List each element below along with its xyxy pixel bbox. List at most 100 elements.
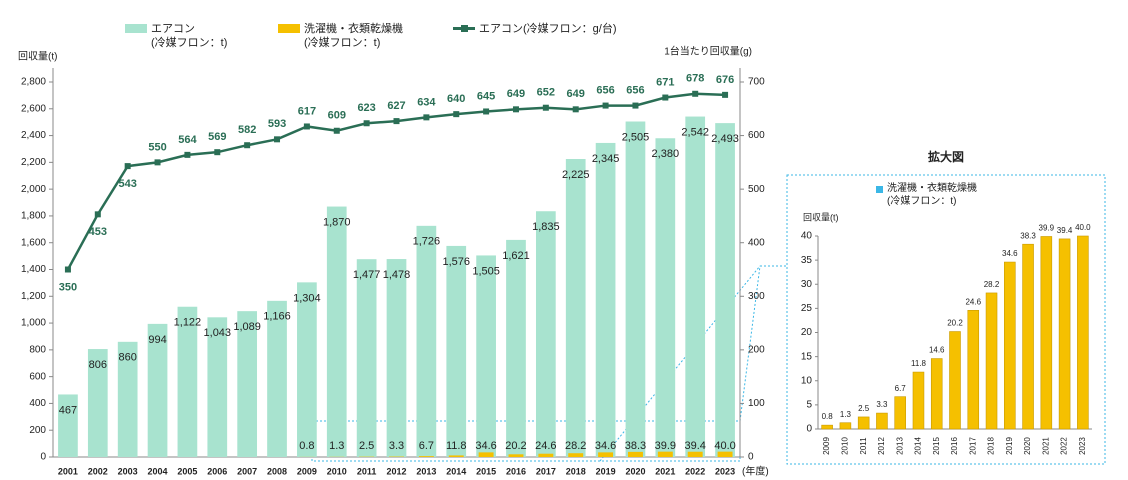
data-label: 617 [298,105,316,117]
data-label: 1,043 [204,327,232,339]
bar [717,451,733,457]
data-label: 2.5 [359,440,374,452]
x-tick-label: 2016 [506,466,526,476]
data-label: 34.6 [595,440,616,452]
x-tick-label: 2012 [386,466,406,476]
data-label: 1.3 [329,440,344,452]
data-label: 453 [89,226,107,238]
line-marker [94,211,101,218]
x-tick-label: 2009 [822,437,831,455]
line-marker [722,91,729,98]
y-tick-label: 5 [806,400,812,411]
data-label: 0.8 [822,412,834,421]
bar [58,394,78,457]
x-tick-label: 2023 [1078,437,1087,455]
bar [625,121,646,458]
y-tick-label: 2,800 [21,77,46,88]
x-tick-label: 2018 [987,437,996,455]
data-label: 2,345 [592,153,620,165]
data-label: 40.0 [714,440,735,452]
x-tick-label: 2015 [932,437,941,455]
bar [87,349,108,457]
line-marker [483,108,490,115]
y-tick-label: 1,600 [21,237,46,248]
data-label: 550 [148,141,166,153]
bar [565,159,586,458]
data-label: 11.8 [446,440,467,452]
y2-tick-label: 200 [748,344,765,355]
data-label: 14.6 [929,346,945,355]
line-marker [363,120,370,127]
line-marker [453,111,460,118]
x-tick-label: 2010 [327,466,347,476]
bar [1040,236,1053,430]
data-label: 1,304 [293,292,321,304]
data-label: 40.0 [1075,223,1091,232]
y2-tick-label: 0 [748,452,754,463]
data-label: 3.3 [876,400,888,409]
data-label: 2,380 [652,148,680,160]
y2-tick-label: 600 [748,130,765,141]
y-tick-label: 1,800 [21,211,46,222]
y2-tick-label: 500 [748,184,765,195]
bar [177,306,198,457]
data-label: 24.6 [965,297,981,306]
data-label: 28.2 [565,440,586,452]
y-tick-label: 30 [801,279,813,290]
x-tick-label: 2019 [1005,437,1014,455]
y2-tick-label: 300 [748,291,765,302]
bar [418,456,434,457]
line-marker [423,114,430,121]
x-tick-label: 2017 [536,466,556,476]
x-tick-label: 2014 [914,437,923,455]
x-tick-label: 2001 [58,466,78,476]
legend-swatch [876,186,883,193]
legend-swatch [461,25,468,32]
y-tick-label: 1,000 [21,318,46,329]
bar [476,255,496,457]
data-label: 1,870 [323,216,351,228]
data-label: 609 [328,110,346,122]
x-tick-label: 2018 [566,466,586,476]
bar [416,225,437,457]
y-tick-label: 2,400 [21,130,46,141]
x-tick-label: 2014 [446,466,466,476]
inset-title: 拡大図 [928,149,964,164]
y-tick-label: 2,600 [21,103,46,114]
x-axis-title: (年度) [742,465,769,478]
bar [1058,238,1071,430]
x-tick-label: 2020 [625,466,645,476]
x-tick-label: 2003 [118,466,138,476]
bar [446,245,467,457]
y-tick-label: 0 [806,424,812,435]
x-tick-label: 2006 [207,466,227,476]
data-label: 640 [447,93,465,105]
line-marker [333,127,340,134]
bar [894,396,906,430]
data-label: 569 [208,131,226,143]
line-marker [512,106,519,113]
data-label: 350 [59,281,77,293]
data-label: 467 [59,404,77,416]
line-marker [214,149,221,156]
x-tick-label: 2023 [715,466,735,476]
x-tick-label: 2020 [1023,437,1032,455]
data-label: 1,089 [233,321,261,333]
x-tick-label: 2008 [267,466,287,476]
y-tick-label: 35 [801,255,813,266]
zoom-connector [599,265,761,462]
bar [687,451,703,457]
line-marker [124,163,131,170]
legend-swatch [125,24,147,33]
data-label: 39.4 [684,440,705,452]
data-label: 2,542 [681,126,709,138]
line-marker [602,102,609,109]
data-label: 652 [537,87,555,99]
x-tick-label: 2017 [968,437,977,455]
data-label: 678 [686,73,704,85]
data-label: 20.2 [505,440,526,452]
bar [930,358,943,430]
data-label: 994 [148,334,166,346]
inset-box [786,174,1106,465]
